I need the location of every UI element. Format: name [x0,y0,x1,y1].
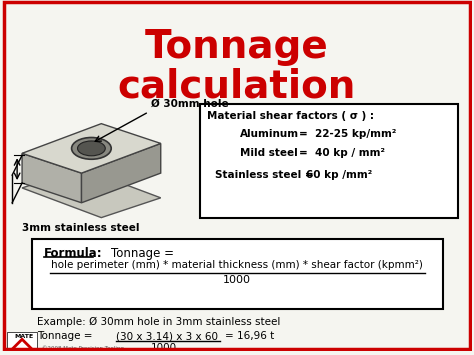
Text: Ø 30mm hole: Ø 30mm hole [151,99,228,109]
Polygon shape [82,143,161,203]
Text: = 16,96 t: = 16,96 t [225,331,274,342]
Text: 60 kp /mm²: 60 kp /mm² [306,170,373,180]
Polygon shape [22,168,161,218]
Text: ©2008 Mate Precision Tooling: ©2008 Mate Precision Tooling [42,345,124,351]
Text: 1000: 1000 [151,343,177,353]
Text: 3mm stainless steel: 3mm stainless steel [22,223,139,233]
Text: (30 x 3.14) x 3 x 60: (30 x 3.14) x 3 x 60 [116,331,218,342]
Text: Aluminum: Aluminum [240,129,299,138]
Text: Example: Ø 30mm hole in 3mm stainless steel: Example: Ø 30mm hole in 3mm stainless st… [37,317,280,327]
Ellipse shape [72,137,111,159]
FancyBboxPatch shape [32,239,443,308]
Polygon shape [22,124,161,173]
Polygon shape [22,153,82,203]
Text: Material shear factors ( σ ) :: Material shear factors ( σ ) : [207,111,374,121]
Text: =  40 kp / mm²: = 40 kp / mm² [300,148,385,158]
FancyBboxPatch shape [201,104,458,218]
Text: 1000: 1000 [223,275,251,285]
Text: Tonnage =: Tonnage = [111,247,174,260]
Ellipse shape [78,141,105,156]
Text: hole perimeter (mm) * material thickness (mm) * shear factor (kpmm²): hole perimeter (mm) * material thickness… [51,260,423,270]
Text: Stainless steel =: Stainless steel = [215,170,314,180]
Text: =  22-25 kp/mm²: = 22-25 kp/mm² [300,129,397,138]
Text: MATE: MATE [14,334,33,339]
Text: Mild steel: Mild steel [240,148,298,158]
Polygon shape [10,337,34,349]
Text: Tonnage: Tonnage [145,28,329,66]
FancyBboxPatch shape [7,332,37,350]
Text: calculation: calculation [118,67,356,105]
Text: Formula:: Formula: [44,247,102,260]
Text: Tonnage =: Tonnage = [37,331,96,342]
